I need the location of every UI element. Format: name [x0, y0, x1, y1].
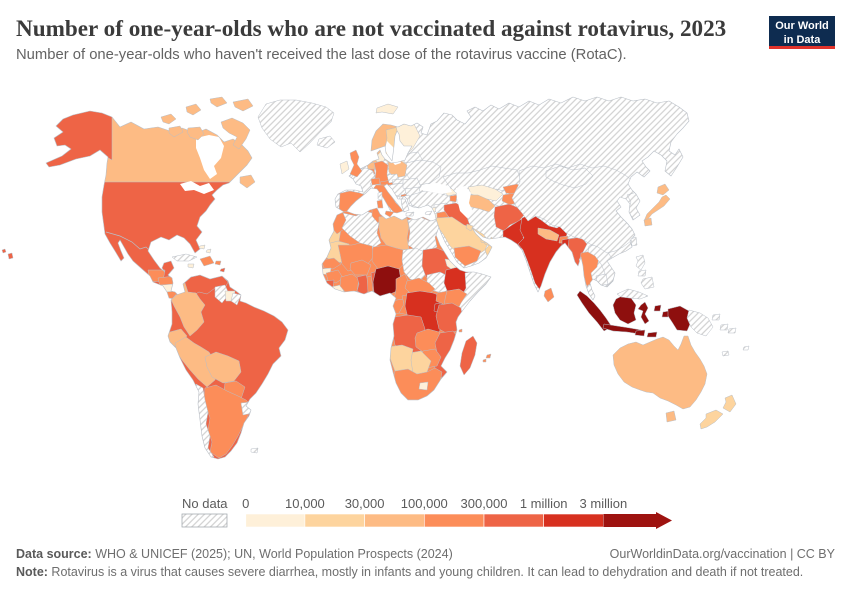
svg-text:30,000: 30,000 [345, 496, 385, 511]
svg-text:10,000: 10,000 [285, 496, 325, 511]
svg-text:1 million: 1 million [520, 496, 568, 511]
svg-text:No data: No data [182, 496, 228, 511]
svg-text:0: 0 [242, 496, 249, 511]
svg-text:300,000: 300,000 [461, 496, 508, 511]
svg-text:3 million: 3 million [580, 496, 628, 511]
svg-text:100,000: 100,000 [401, 496, 448, 511]
